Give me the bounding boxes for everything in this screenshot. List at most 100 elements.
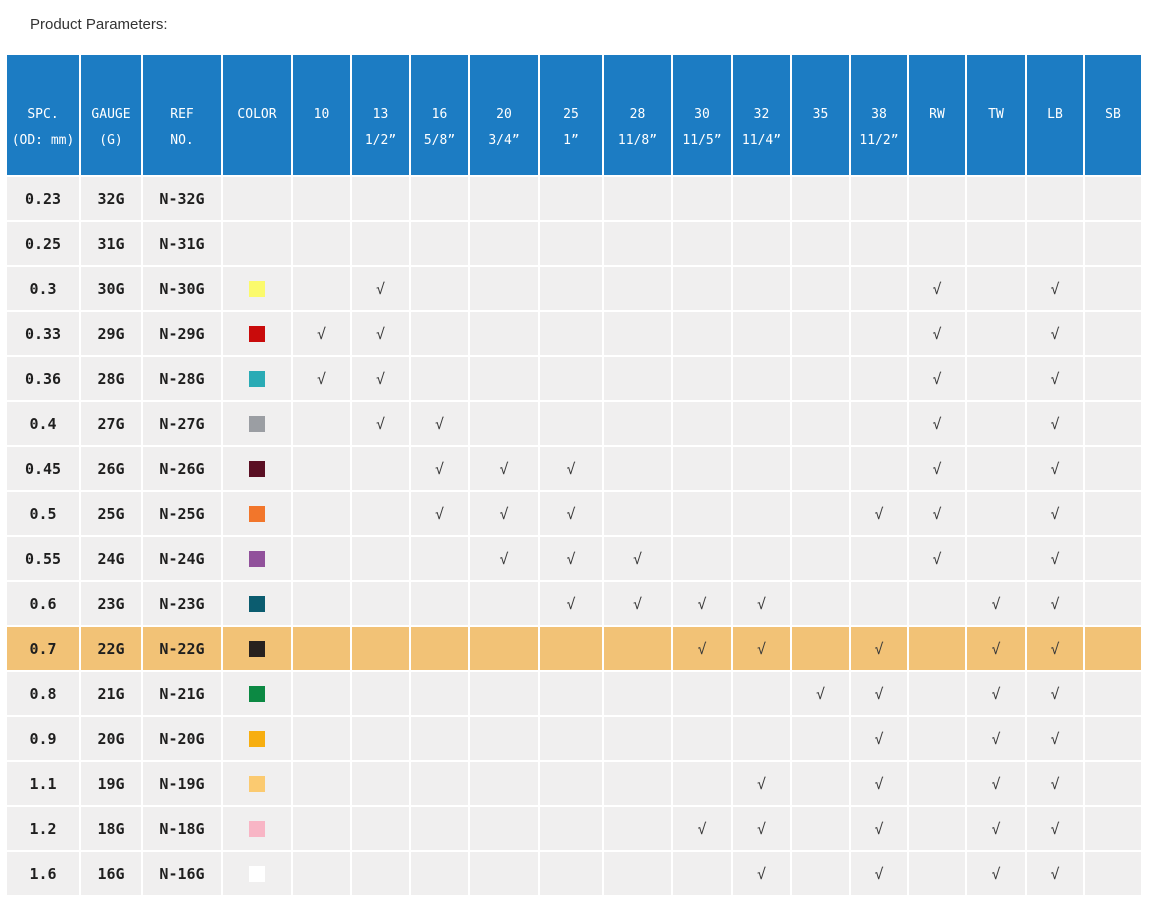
column-header-line1: 35	[812, 107, 829, 122]
row-15-check-LB: √	[1027, 852, 1083, 895]
row-11-cell-c30	[673, 672, 731, 715]
row-0-cell-c20	[470, 177, 538, 220]
row-6-gauge-value: 26G	[81, 447, 141, 490]
column-header-line1: 28	[629, 107, 646, 122]
row-2-cell-c25	[540, 267, 602, 310]
row-14-spc-value: 1.2	[7, 807, 79, 850]
column-header-line1: 16	[431, 107, 448, 122]
row-8-spc-value: 0.55	[7, 537, 79, 580]
row-2-cell-SB	[1085, 267, 1141, 310]
column-header-line1: 30	[694, 107, 710, 122]
column-header-line1: 10	[313, 107, 330, 122]
color-swatch	[249, 640, 265, 657]
row-13-color-cell	[223, 762, 291, 805]
row-2-color-cell	[223, 267, 291, 310]
color-swatch	[249, 775, 265, 792]
row-13-cell-SB	[1085, 762, 1141, 805]
row-15-gauge-value: 16G	[81, 852, 141, 895]
row-9-check-c30: √	[673, 582, 731, 625]
row-4-color-cell	[223, 357, 291, 400]
row-1-cell-TW	[967, 222, 1025, 265]
row-3-check-LB: √	[1027, 312, 1083, 355]
row-3-ref-no-value: N-29G	[143, 312, 221, 355]
row-0-cell-c30	[673, 177, 731, 220]
color-swatch	[249, 325, 265, 342]
row-1-cell-c13	[352, 222, 409, 265]
row-14-cell-c10	[293, 807, 350, 850]
column-header-line1: SPC.	[27, 107, 59, 122]
row-11-check-LB: √	[1027, 672, 1083, 715]
row-13-cell-c25	[540, 762, 602, 805]
row-11-cell-c13	[352, 672, 409, 715]
row-8-check-RW: √	[909, 537, 965, 580]
row-0-cell-c38	[851, 177, 907, 220]
row-9-cell-c35	[792, 582, 849, 625]
row-3-check-c10: √	[293, 312, 350, 355]
row-2-check-RW: √	[909, 267, 965, 310]
column-header-c30: 30 11/5”	[673, 55, 731, 175]
row-14-check-c30: √	[673, 807, 731, 850]
row-15-cell-c35	[792, 852, 849, 895]
row-2-cell-c30	[673, 267, 731, 310]
row-1-cell-SB	[1085, 222, 1141, 265]
row-13-cell-c35	[792, 762, 849, 805]
row-0-cell-c35	[792, 177, 849, 220]
row-14-cell-c16	[411, 807, 468, 850]
column-header-line2: 1/2”	[364, 133, 397, 148]
row-8-cell-c35	[792, 537, 849, 580]
row-10-spc-value: 0.7	[7, 627, 79, 670]
row-5-check-RW: √	[909, 402, 965, 445]
row-6-cell-c35	[792, 447, 849, 490]
row-14-check-TW: √	[967, 807, 1025, 850]
color-swatch	[249, 865, 265, 882]
color-swatch	[249, 550, 265, 567]
row-5-color-cell	[223, 402, 291, 445]
row-14-check-c32: √	[733, 807, 790, 850]
column-header-c38: 38 11/2”	[851, 55, 907, 175]
row-13-cell-c13	[352, 762, 409, 805]
column-header-line2: (OD: mm)	[11, 133, 75, 148]
row-0-cell-LB	[1027, 177, 1083, 220]
column-header-c32: 32 11/4”	[733, 55, 790, 175]
row-1-cell-LB	[1027, 222, 1083, 265]
row-5-ref-no-value: N-27G	[143, 402, 221, 445]
row-15-ref-no-value: N-16G	[143, 852, 221, 895]
row-8-cell-c10	[293, 537, 350, 580]
column-header-TW: TW	[967, 55, 1025, 175]
row-9-ref-no-value: N-23G	[143, 582, 221, 625]
row-15-cell-c28	[604, 852, 671, 895]
row-6-cell-c28	[604, 447, 671, 490]
row-3-gauge-value: 29G	[81, 312, 141, 355]
column-header-line1: TW	[988, 107, 1004, 122]
row-11-color-cell	[223, 672, 291, 715]
row-6-cell-c10	[293, 447, 350, 490]
row-14-cell-SB	[1085, 807, 1141, 850]
row-11-ref-no-value: N-21G	[143, 672, 221, 715]
row-1-cell-c32	[733, 222, 790, 265]
row-9-gauge-value: 23G	[81, 582, 141, 625]
row-5-cell-c10	[293, 402, 350, 445]
row-5-check-c16: √	[411, 402, 468, 445]
row-5-cell-c30	[673, 402, 731, 445]
color-swatch	[249, 685, 265, 702]
row-0-color-cell	[223, 177, 291, 220]
column-header-line1: 38	[871, 107, 887, 122]
column-header-spc: SPC. (OD: mm)	[7, 55, 79, 175]
row-9-check-c25: √	[540, 582, 602, 625]
row-15-check-TW: √	[967, 852, 1025, 895]
row-0-spc-value: 0.23	[7, 177, 79, 220]
row-12-cell-RW	[909, 717, 965, 760]
column-header-line2: 5/8”	[423, 133, 456, 148]
row-13-ref-no-value: N-19G	[143, 762, 221, 805]
row-10-color-cell	[223, 627, 291, 670]
row-2-cell-c32	[733, 267, 790, 310]
row-4-cell-c30	[673, 357, 731, 400]
row-7-check-RW: √	[909, 492, 965, 535]
row-1-cell-c35	[792, 222, 849, 265]
row-0-cell-SB	[1085, 177, 1141, 220]
column-header-c13: 13 1/2”	[352, 55, 409, 175]
row-3-cell-SB	[1085, 312, 1141, 355]
row-1-cell-c20	[470, 222, 538, 265]
row-12-cell-c28	[604, 717, 671, 760]
row-7-cell-c10	[293, 492, 350, 535]
